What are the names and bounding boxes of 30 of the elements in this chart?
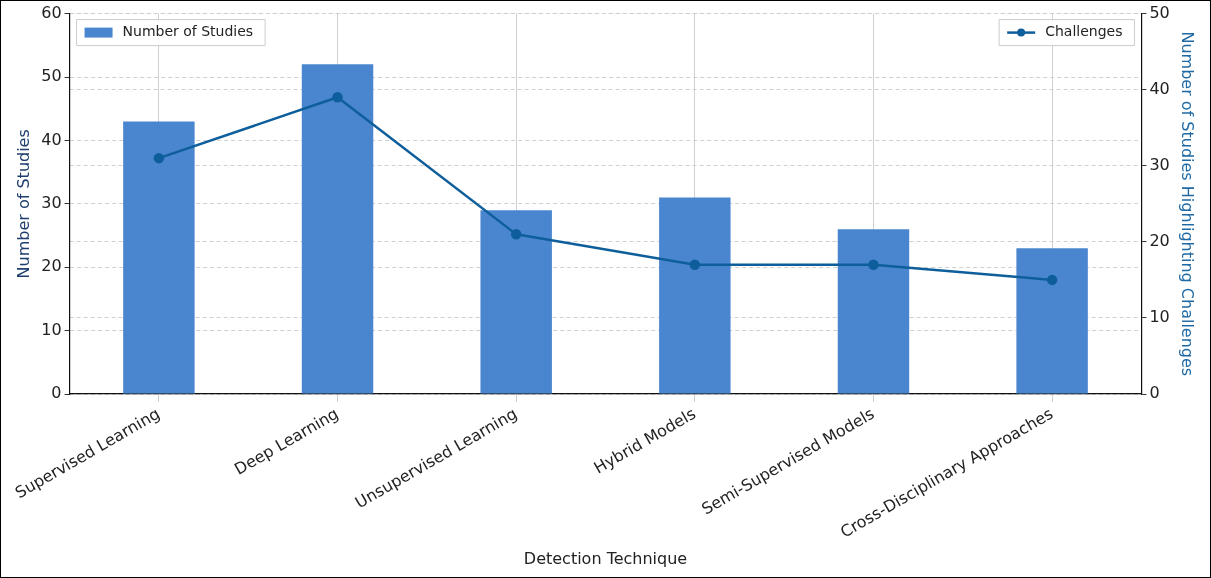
bar: [659, 197, 731, 394]
x-axis-title: Detection Technique: [523, 548, 688, 568]
y-tick-label: 60: [41, 2, 62, 22]
bar: [480, 210, 552, 394]
legend-label: Challenges: [1045, 23, 1123, 40]
point: [868, 259, 879, 270]
point: [510, 229, 522, 240]
point: [1046, 274, 1058, 286]
y2-tick-label: 30: [1149, 154, 1170, 174]
y-tick-label: 50: [41, 66, 62, 86]
bar: [1016, 248, 1088, 394]
point: [153, 152, 165, 164]
y2-tick-label: 50: [1149, 2, 1170, 22]
y2-tick-label: 0: [1149, 383, 1160, 403]
y2-tick-label: 40: [1149, 78, 1170, 98]
y-tick-label: 0: [51, 383, 62, 403]
y-tick-label: 40: [41, 129, 62, 149]
y2-axis-title: Number of Studies Highlighting Challenges: [1178, 31, 1198, 377]
bar: [301, 64, 374, 394]
legend-label: Number of Studies: [122, 23, 254, 40]
point: [689, 259, 701, 270]
y2-tick-label: 10: [1149, 307, 1170, 327]
y-tick-label: 20: [41, 256, 62, 276]
bar: [123, 121, 195, 394]
y-axis-title: Number of Studies: [13, 129, 33, 279]
y-tick-label: 30: [41, 192, 62, 212]
bar: [837, 229, 910, 394]
point: [332, 92, 343, 103]
y-tick-label: 10: [41, 319, 62, 339]
y2-tick-label: 20: [1149, 231, 1170, 251]
